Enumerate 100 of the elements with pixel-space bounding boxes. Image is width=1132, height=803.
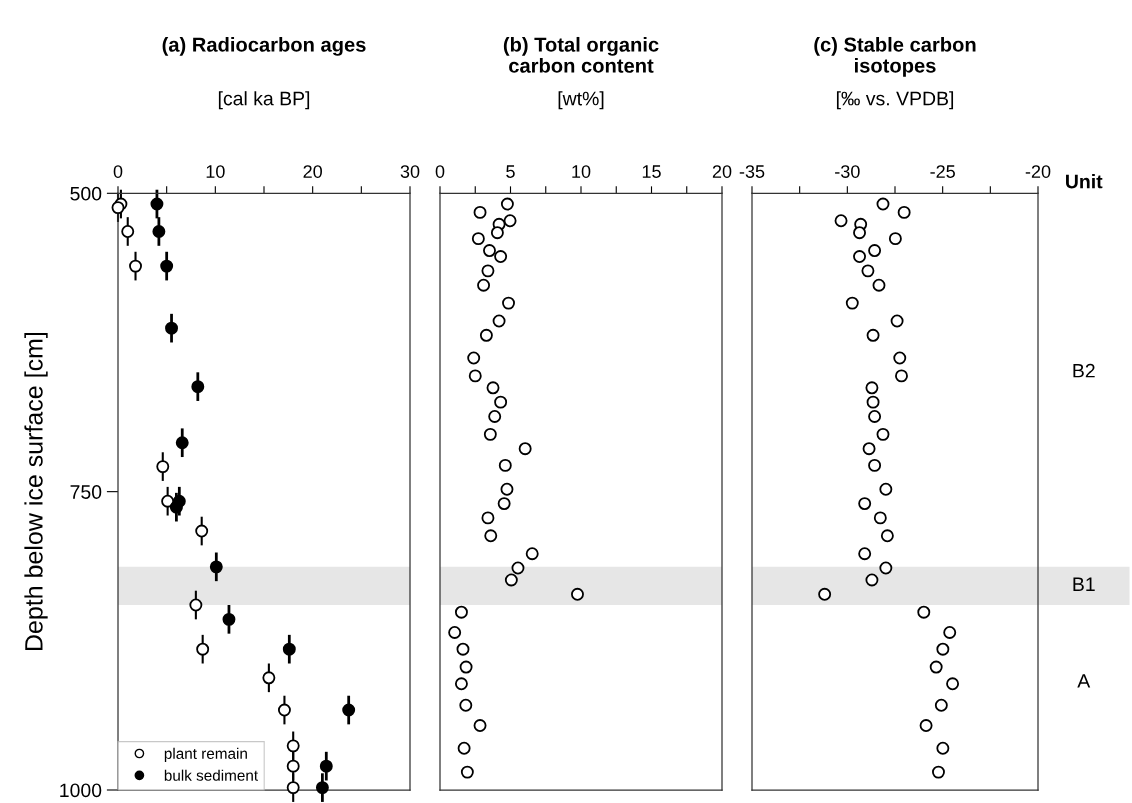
point (876, 197, 890, 211)
point (490, 226, 504, 240)
point (943, 626, 957, 639)
point (342, 703, 356, 717)
point (156, 460, 170, 474)
x-tick-label: 20 (712, 165, 732, 178)
point (834, 214, 848, 228)
point (492, 314, 506, 328)
y-axis-title: Depth below ice surface [cm] (24, 332, 48, 651)
point (129, 259, 142, 273)
point (481, 264, 495, 278)
y-tick-label: 1000 (60, 783, 102, 798)
point (893, 351, 907, 365)
point (845, 296, 859, 310)
point (196, 642, 210, 656)
point (879, 561, 893, 575)
point (277, 703, 291, 717)
x-tick-label: 0 (113, 165, 123, 178)
point (481, 511, 495, 525)
point (498, 458, 512, 472)
point (888, 232, 902, 246)
point (866, 328, 880, 342)
x-tick-label: -25 (930, 165, 955, 178)
point (209, 560, 223, 574)
point (895, 369, 908, 383)
point (502, 296, 515, 310)
point (868, 410, 882, 423)
point (866, 395, 880, 409)
point (262, 671, 276, 685)
point (286, 739, 300, 753)
band-label: B1 (1073, 577, 1095, 591)
x-tick-label: -35 (739, 165, 765, 178)
text: Unit (1066, 174, 1103, 189)
point (286, 781, 300, 795)
point (456, 642, 470, 656)
legend-label: bulk sediment (164, 769, 258, 781)
point (504, 573, 518, 587)
point (503, 214, 517, 228)
legend-label: plant remain (164, 747, 247, 763)
point (222, 612, 236, 626)
point (175, 436, 189, 450)
point (484, 529, 498, 543)
text: B2 (1073, 363, 1095, 378)
point (876, 427, 890, 441)
point (460, 765, 474, 779)
point (929, 660, 943, 674)
point (865, 573, 879, 587)
point (861, 264, 875, 278)
point (518, 442, 532, 456)
x-tick-label: 5 (506, 165, 515, 178)
chart-subtitle: [‰ vs. VPDB] (836, 91, 954, 110)
point (483, 427, 497, 441)
x-tick-label: 10 (206, 165, 225, 178)
point (917, 605, 931, 619)
point (448, 626, 462, 639)
point (189, 598, 203, 612)
point (946, 677, 960, 691)
point (483, 244, 496, 258)
point (477, 278, 491, 292)
x-tick-label: 30 (400, 165, 420, 178)
point (511, 561, 525, 575)
point (890, 314, 904, 328)
point (897, 205, 911, 219)
point (195, 524, 209, 538)
point (111, 201, 125, 215)
point (858, 497, 872, 511)
point (936, 741, 950, 755)
point (473, 205, 487, 219)
chart-subtitle: [cal ka BP] (218, 91, 310, 110)
x-tick-label: -30 (835, 165, 860, 178)
point (873, 511, 887, 525)
point (525, 547, 539, 561)
point (868, 458, 882, 472)
point (457, 741, 471, 755)
point (150, 197, 164, 211)
point (853, 250, 866, 264)
x-tick-label: 0 (435, 165, 445, 178)
point (471, 232, 485, 246)
point (497, 497, 511, 511)
point (919, 719, 933, 733)
point (880, 529, 894, 543)
point (161, 494, 175, 508)
chart-title: (b) Total organic carbon content (503, 36, 659, 73)
point (169, 500, 183, 514)
point (488, 410, 502, 423)
point (282, 642, 296, 656)
point (479, 328, 493, 342)
point (934, 698, 948, 712)
point (494, 250, 508, 264)
point (865, 381, 879, 395)
chart-title: (c) Stable carbon isotopes (814, 36, 976, 77)
point (500, 482, 514, 496)
point (858, 547, 872, 561)
point (818, 587, 832, 601)
point (500, 197, 514, 211)
x-tick-label: 15 (642, 165, 661, 178)
point (868, 244, 882, 258)
point (468, 369, 482, 383)
x-tick-label: -20 (1025, 165, 1051, 178)
point (473, 719, 487, 733)
